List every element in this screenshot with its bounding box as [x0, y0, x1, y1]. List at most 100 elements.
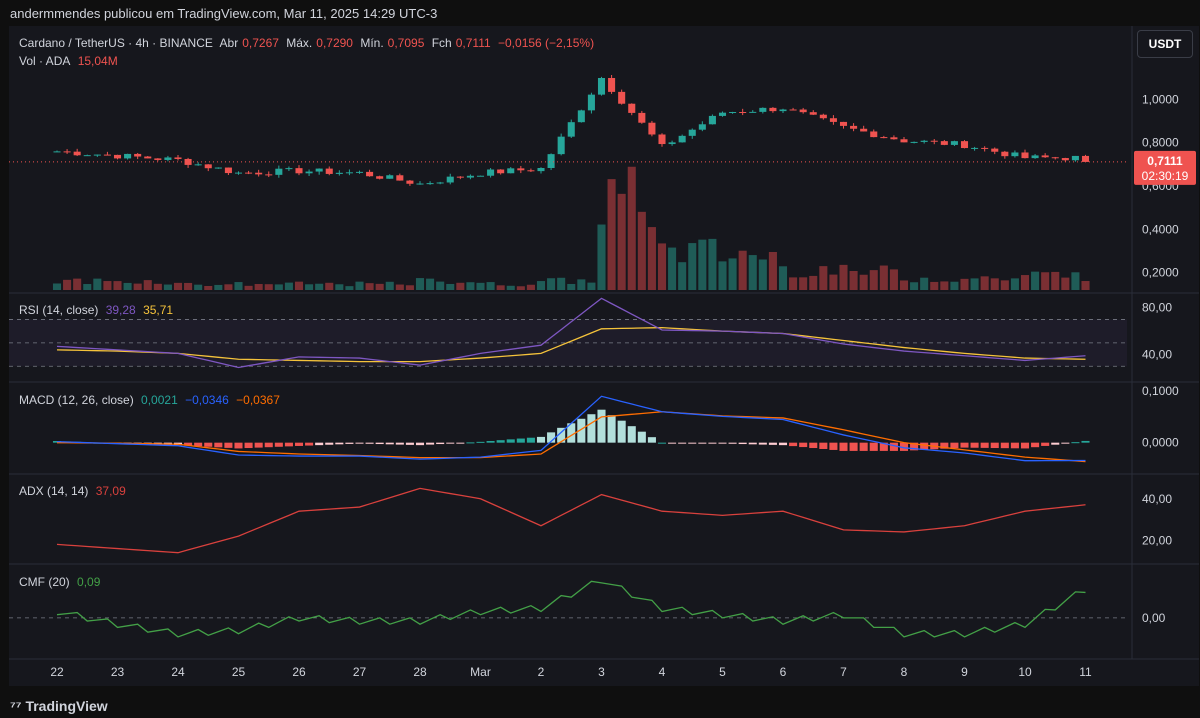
macd-hist-bar — [799, 442, 808, 448]
volume-bar — [960, 278, 969, 290]
adx-tick-label: 40,00 — [1142, 492, 1172, 506]
macd-hist-bar — [204, 442, 213, 447]
macd-hist-bar — [778, 442, 788, 446]
macd-hist-bar — [940, 442, 949, 449]
volume-bar — [1061, 277, 1070, 290]
volume-bar — [1010, 278, 1019, 290]
volume-bar — [930, 281, 939, 290]
macd-hist-bar — [385, 442, 394, 445]
candle-body — [819, 114, 827, 119]
candle-body — [93, 154, 101, 156]
candle-body — [759, 107, 767, 112]
volume-bar — [163, 284, 172, 290]
cmf-line — [56, 580, 1086, 638]
candle-body — [53, 151, 61, 153]
rsi-ma-line — [56, 326, 1086, 363]
tradingview-logo[interactable]: ⁷⁷ TradingView — [10, 698, 108, 714]
macd-hist-bar — [587, 414, 596, 443]
time-tick-label: 9 — [961, 665, 968, 679]
candle-body — [517, 168, 525, 171]
volume-bar — [768, 252, 777, 290]
volume-bar — [1051, 271, 1060, 290]
volume-bar — [799, 277, 808, 290]
macd-hist-bar — [859, 442, 868, 451]
volume-bar — [375, 283, 384, 290]
candle-body — [557, 136, 565, 155]
macd-hist-bar — [849, 442, 858, 451]
candle-body — [497, 169, 505, 174]
candle-body — [991, 148, 999, 152]
macd-hist-bar — [1020, 442, 1030, 449]
volume-bar — [476, 282, 485, 290]
macd-hist-bar — [405, 442, 414, 445]
volume-bar — [940, 281, 949, 290]
candle-body — [366, 171, 374, 177]
volume-bar — [950, 281, 959, 290]
time-tick-label: 2 — [538, 665, 545, 679]
volume-bar — [184, 282, 193, 290]
macd-hist-bar — [436, 442, 445, 445]
volume-bar — [294, 281, 304, 290]
time-tick-label: 8 — [901, 665, 908, 679]
volume-bar — [395, 284, 404, 290]
volume-bar — [698, 239, 707, 290]
time-tick-label: 11 — [1079, 665, 1092, 679]
candle-body — [618, 91, 626, 104]
volume-bar — [758, 259, 767, 290]
candle-body — [890, 137, 898, 140]
candle-body — [809, 112, 817, 115]
price-badge-value: 0,7111 — [1147, 154, 1183, 168]
candle-body — [880, 137, 888, 139]
symbol-title: Cardano / TetherUS · 4h · BINANCE — [19, 36, 213, 50]
candle-body — [194, 164, 202, 166]
volume-bar — [708, 238, 717, 290]
macd-tick-label: 0,0000 — [1142, 436, 1179, 450]
time-tick-label: 26 — [292, 665, 306, 679]
time-tick-label: 28 — [413, 665, 427, 679]
price-badge-countdown: 02:30:19 — [1142, 169, 1189, 183]
macd-hist-bar — [647, 437, 656, 443]
candle-body — [487, 169, 495, 176]
candle-body — [789, 109, 797, 111]
macd-hist-bar — [698, 442, 707, 444]
currency-button[interactable]: USDT — [1137, 30, 1193, 58]
cmf-label: CMF (20) — [19, 575, 70, 589]
candle-body — [406, 180, 414, 184]
footer-bar: ⁷⁷ TradingView — [0, 690, 1200, 718]
volume-bar — [385, 281, 394, 290]
macd-hist-bar — [536, 436, 546, 443]
volume-bar — [597, 224, 606, 290]
time-tick-label: 5 — [719, 665, 726, 679]
chart-svg[interactable]: 1,00000,80000,60000,40000,20000,711102:3… — [9, 26, 1199, 686]
low-value: 0,7095 — [387, 36, 425, 50]
candle-body — [1011, 152, 1019, 157]
macd-hist-bar — [819, 442, 828, 449]
candle-body — [305, 171, 313, 174]
volume-legend: Vol · ADA 15,04M — [19, 54, 122, 68]
candle-body — [134, 153, 142, 157]
candle-body — [839, 121, 848, 126]
macd-hist-bar — [516, 438, 525, 443]
candle-body — [577, 110, 585, 123]
high-label: Máx. — [286, 36, 313, 50]
candle-body — [446, 176, 454, 183]
close-value: 0,7111 — [455, 36, 491, 50]
rsi-legend: RSI (14, close) 39,28 35,71 — [19, 303, 177, 317]
volume-bar — [234, 282, 243, 290]
chart-area[interactable]: 1,0000 0,8000 0,6000 0,4000 0,2000 0,7111 02:3… — [9, 26, 1199, 686]
macd-hist-bar — [1031, 442, 1040, 448]
volume-bar — [133, 283, 142, 290]
candle-body — [1061, 158, 1069, 161]
volume-bar — [415, 278, 425, 290]
macd-hist-bar — [738, 442, 747, 445]
volume-bar — [778, 266, 788, 290]
volume-bar — [1041, 272, 1050, 290]
candle-body — [1081, 155, 1090, 162]
candle-body — [83, 155, 91, 157]
macd-hist-bar — [345, 442, 354, 444]
macd-hist-value: 0,0021 — [141, 393, 178, 407]
time-tick-label: Mar — [470, 665, 491, 679]
candle-body — [729, 112, 737, 114]
candle-body — [507, 168, 515, 174]
macd-hist-bar — [486, 441, 495, 443]
